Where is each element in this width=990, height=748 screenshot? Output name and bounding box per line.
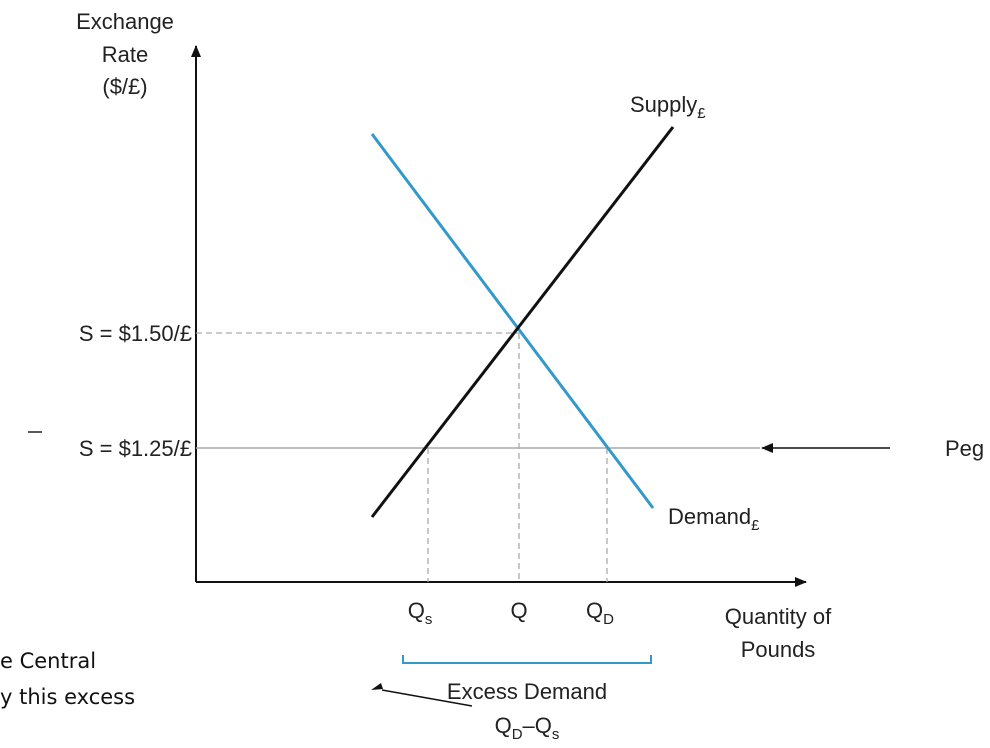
quantity-label: Q [510, 598, 527, 623]
quantity-label: QD [586, 598, 614, 628]
excess-formula: QD–Qs [495, 713, 560, 743]
bracket [402, 655, 652, 664]
demand-label: Demand£ [668, 504, 760, 534]
rate-label: S = $1.50/£ [79, 321, 192, 346]
y-label: Exchange [76, 9, 174, 34]
supply-curve [370, 126, 675, 518]
note-arrowhead [371, 683, 383, 690]
y-label: ($/£) [102, 74, 147, 99]
quantity-label: Qs [408, 598, 433, 628]
excess-title: Excess Demand [447, 679, 607, 704]
x-label: Pounds [741, 637, 816, 662]
demand-curve [370, 133, 655, 509]
rate-label: S = $1.25/£ [79, 436, 192, 461]
x-label: Quantity of [725, 604, 832, 629]
supply-label: Supply£ [630, 92, 706, 122]
note-text: y this excess [0, 685, 135, 709]
note-arrow [381, 689, 473, 707]
note-text: e Central [0, 649, 96, 673]
peg-label: Peg [945, 436, 984, 461]
y-label: Rate [102, 42, 148, 67]
